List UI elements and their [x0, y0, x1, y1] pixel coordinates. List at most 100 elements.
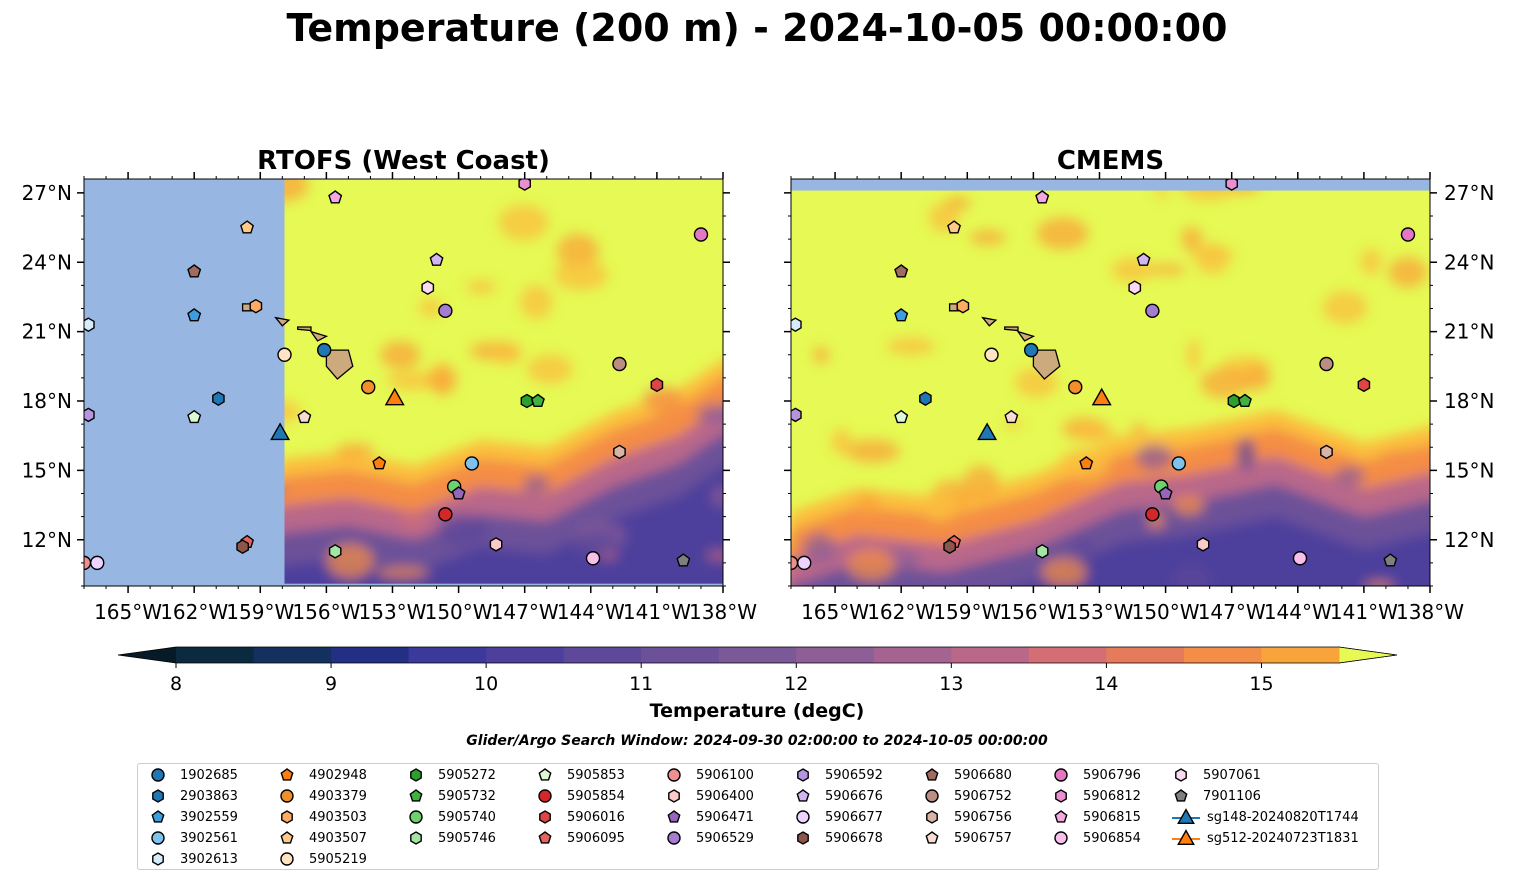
legend-symbol — [1175, 768, 1187, 782]
colorbar-segment — [253, 647, 332, 663]
legend-label: 5906592 — [825, 767, 883, 783]
legend-symbol — [925, 831, 939, 844]
x-tick-label: 153°W — [1066, 600, 1134, 624]
legend-label: 4902948 — [309, 767, 367, 783]
platform-marker-4903503 — [249, 298, 263, 314]
legend-marker-icon — [1172, 808, 1200, 824]
platform-marker-4903503 — [956, 298, 970, 314]
island-maui — [309, 330, 329, 342]
colorbar-tick-label: 8 — [170, 673, 182, 695]
legend-symbol — [925, 768, 939, 781]
platform-marker-5906854 — [585, 551, 601, 566]
colorbar-segment — [331, 647, 410, 663]
legend-item: 5906016 — [535, 807, 625, 827]
legend-item: 5906095 — [535, 828, 625, 848]
legend-symbol — [1054, 768, 1068, 782]
legend-symbol — [280, 789, 294, 803]
platform-marker-5906471 — [1158, 486, 1173, 500]
legend-item: 5906796 — [1051, 765, 1141, 785]
legend-label: 3902613 — [180, 851, 238, 867]
legend-symbol — [152, 852, 164, 866]
legend-symbol — [796, 789, 810, 802]
legend-label: 5906095 — [567, 830, 625, 846]
platform-marker-5906676 — [429, 252, 444, 266]
platform-marker-5907061 — [1128, 280, 1142, 296]
colorbar-tick-label: 14 — [1094, 673, 1118, 695]
colorbar-tick-label: 12 — [784, 673, 808, 695]
legend-symbol — [797, 831, 809, 845]
platform-marker-5905732 — [1237, 393, 1252, 407]
colorbar-segment — [486, 647, 565, 663]
colorbar-segment — [563, 647, 642, 663]
platform-marker-5905746 — [328, 543, 342, 559]
legend-marker-icon — [797, 768, 809, 782]
legend-label: 5905732 — [438, 788, 496, 804]
platform-marker-5906016 — [650, 377, 664, 393]
legend-marker-icon — [797, 831, 809, 845]
legend-symbol — [151, 768, 165, 782]
legend-label: 3902559 — [180, 809, 238, 825]
x-tick-label: 138°W — [689, 600, 757, 624]
platform-marker-5905854 — [1145, 507, 1160, 522]
legend-label: 5905854 — [567, 788, 625, 804]
platform-marker-5906678 — [236, 539, 250, 555]
legend-symbol — [151, 810, 165, 823]
platform-marker-3902561 — [464, 456, 480, 471]
legend-item: 5906678 — [793, 828, 883, 848]
panel-rtofs: RTOFS (West Coast)165°W162°W159°W156°W15… — [22, 146, 758, 624]
legend-marker-icon — [796, 789, 810, 802]
legend-symbol — [409, 810, 423, 824]
legend-label: 5905740 — [438, 809, 496, 825]
legend-symbol — [797, 768, 809, 782]
platform-marker-5906854 — [1292, 551, 1308, 566]
platform-marker-5906680 — [187, 264, 202, 278]
legend-item: 5906677 — [793, 807, 883, 827]
platform-marker-3902613 — [791, 317, 802, 333]
legend-marker-icon — [925, 768, 939, 781]
legend-marker-icon — [280, 789, 294, 803]
legend-marker-icon — [1054, 810, 1068, 823]
axis-ticks: 165°W162°W159°W156°W153°W150°W147°W144°W… — [22, 172, 757, 624]
y-tick-label: 21°N — [22, 320, 72, 344]
legend-symbol — [1055, 789, 1067, 803]
legend-label: 5906815 — [1083, 809, 1141, 825]
legend-label: 5905219 — [309, 851, 367, 867]
platform-marker-5906757 — [297, 409, 312, 424]
platform-marker-5906676 — [1136, 252, 1151, 266]
legend-marker-icon — [1175, 768, 1187, 782]
legend-label: 5906677 — [825, 809, 883, 825]
colorbar-segment — [1028, 647, 1107, 663]
colorbar-label: Temperature (degC) — [649, 700, 865, 722]
legend-marker-icon — [1174, 789, 1188, 802]
legend-item: 4903503 — [277, 807, 367, 827]
platform-marker-5906815 — [328, 190, 343, 204]
colorbar-tick-label: 9 — [325, 673, 337, 695]
platform-marker-4902948 — [1079, 456, 1094, 470]
legend-marker-icon — [1054, 768, 1068, 782]
legend-symbol — [1054, 831, 1068, 845]
legend-symbol — [151, 831, 165, 845]
legend-symbol — [667, 768, 681, 782]
legend-item: 5906854 — [1051, 828, 1141, 848]
legend-marker-icon — [796, 810, 810, 824]
colorbar-segment — [176, 647, 255, 663]
x-tick-label: 150°W — [425, 600, 493, 624]
x-tick-label: 144°W — [1264, 600, 1332, 624]
legend-marker-icon — [151, 810, 165, 823]
platform-marker-2903863 — [212, 391, 225, 407]
legend-item: 5905853 — [535, 765, 625, 785]
legend-item: 5906471 — [664, 807, 754, 827]
x-tick-label: 165°W — [801, 600, 869, 624]
platform-marker-5906796 — [1400, 227, 1416, 242]
platform-marker-3902613 — [84, 317, 95, 333]
y-tick-label: 27°N — [1444, 181, 1494, 205]
x-tick-label: 162°W — [867, 600, 935, 624]
platform-marker-5906756 — [613, 444, 626, 460]
legend-marker-icon — [152, 852, 164, 866]
legend-label: 5906680 — [954, 767, 1012, 783]
legend-label: 4903379 — [309, 788, 367, 804]
x-tick-label: 144°W — [557, 600, 625, 624]
legend-item: 3902561 — [148, 828, 238, 848]
x-tick-label: 147°W — [1198, 600, 1266, 624]
platform-marker-5906529 — [438, 303, 453, 319]
